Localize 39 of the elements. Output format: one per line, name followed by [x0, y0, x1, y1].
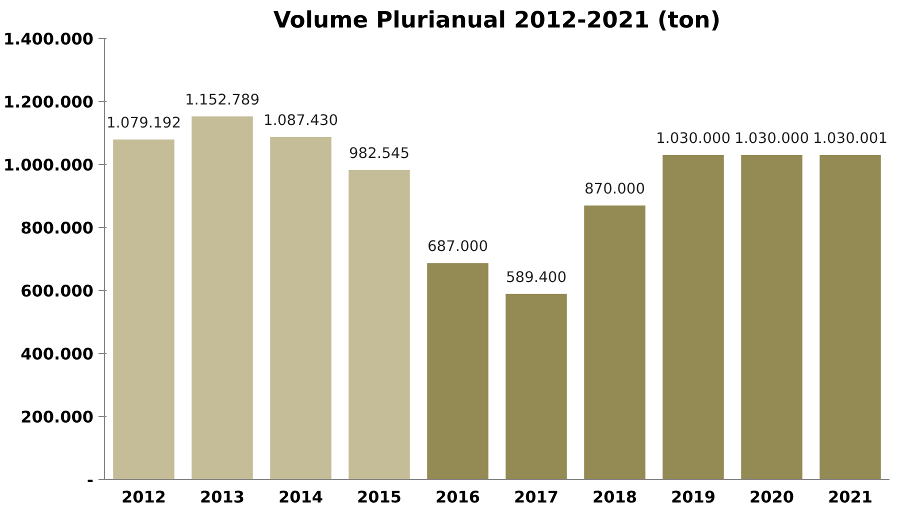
chart-title: Volume Plurianual 2012-2021 (ton) [273, 8, 721, 34]
y-tick-label: 1.200.000 [3, 92, 94, 112]
bar [506, 294, 567, 480]
data-label: 870.000 [584, 180, 646, 198]
y-tick-label: 600.000 [20, 282, 94, 300]
data-label: 1.079.192 [106, 114, 182, 132]
data-label: 1.030.001 [812, 130, 888, 148]
y-tick-label: 1.000.000 [3, 156, 94, 174]
x-tick-label: 2020 [749, 488, 794, 505]
data-label: 1.030.000 [734, 130, 810, 148]
bar [427, 263, 488, 480]
x-tick-label: 2012 [121, 488, 166, 505]
x-tick-label: 2019 [670, 488, 716, 505]
x-tick-label: 2018 [592, 488, 638, 505]
x-tick-label: 2016 [435, 488, 480, 505]
data-label: 1.152.789 [184, 91, 260, 108]
x-tick-label: 2013 [200, 488, 245, 505]
y-tick-label: - [86, 470, 94, 490]
x-tick-label: 2021 [828, 488, 873, 505]
bar [741, 155, 802, 480]
x-tick-label: 2017 [514, 488, 559, 505]
y-tick-label: 1.400.000 [3, 30, 94, 48]
x-tick-label: 2015 [356, 488, 402, 505]
bar [820, 155, 881, 480]
bar [584, 205, 646, 480]
y-tick-label: 400.000 [20, 344, 94, 364]
data-label: 1.087.430 [263, 112, 338, 129]
data-label: 982.545 [348, 145, 410, 162]
bar [113, 140, 174, 480]
y-tick-label: 800.000 [20, 218, 94, 238]
bar [270, 136, 332, 480]
data-label: 687.000 [427, 238, 488, 256]
bar [348, 170, 410, 480]
bar [662, 155, 724, 480]
data-label: 589.400 [506, 268, 567, 286]
y-tick-label: 200.000 [20, 408, 94, 426]
x-tick-label: 2014 [278, 488, 324, 505]
data-label: 1.030.000 [656, 130, 731, 148]
bar [192, 116, 253, 480]
